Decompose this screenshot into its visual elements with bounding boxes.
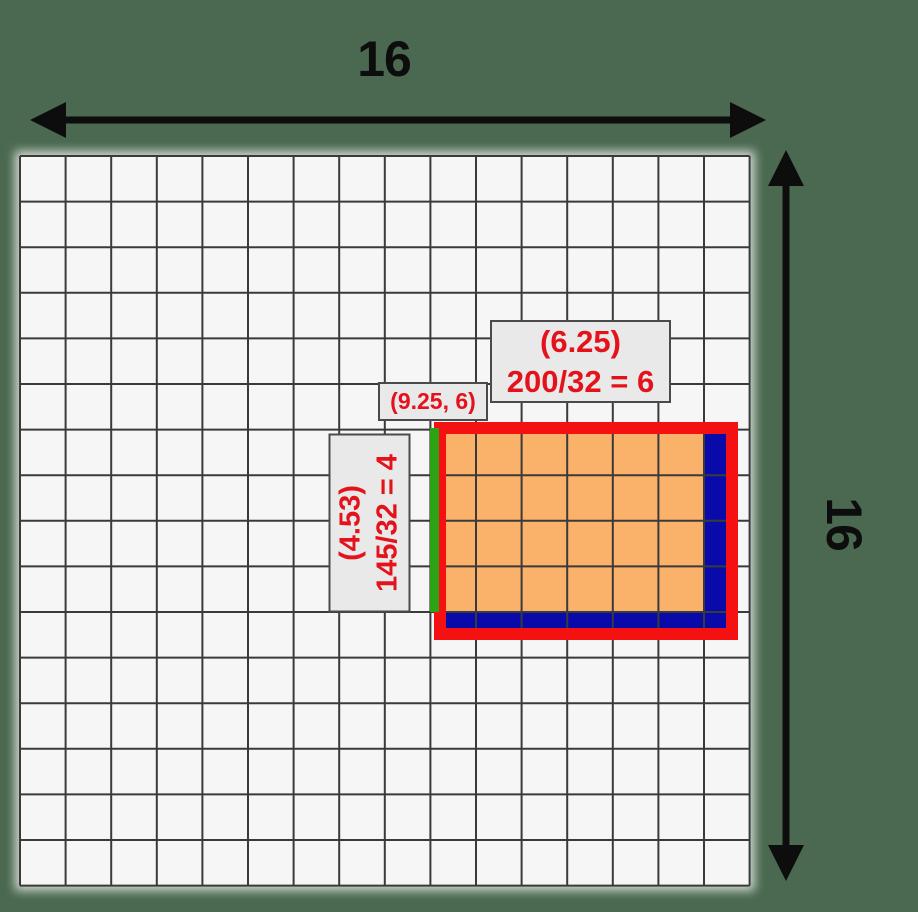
width-arrow-left-head [30,102,66,138]
height-calc-line1: (4.53) [333,484,366,561]
red-outline [434,422,738,640]
height-calc-label: (4.53) 145/32 = 4 [328,433,410,612]
corner-coordinates-text: (9.25, 6) [390,387,476,414]
main-area-orange [446,434,704,612]
width-calc-line1: (6.25) [540,323,621,359]
width-calc-line2: 200/32 = 6 [506,363,655,399]
shaded-rectangle [434,422,738,640]
height-calc-line2: 145/32 = 4 [371,453,403,592]
height-calc-label-wrap: (4.53) 145/32 = 4 [328,433,410,612]
height-dimension-label: 16 [816,497,872,551]
height-arrow-bottom-head [768,845,804,881]
green-height-line [430,428,439,612]
height-arrow-top-head [768,150,804,186]
width-arrow-right-head [730,102,766,138]
corner-coordinates-label: (9.25, 6) [378,382,488,421]
width-arrow [30,102,766,138]
width-calc-label: (6.25) 200/32 = 6 [490,320,671,403]
green-line-rect [430,428,439,612]
width-dimension-label: 16 [357,31,412,87]
height-arrow [768,150,804,881]
